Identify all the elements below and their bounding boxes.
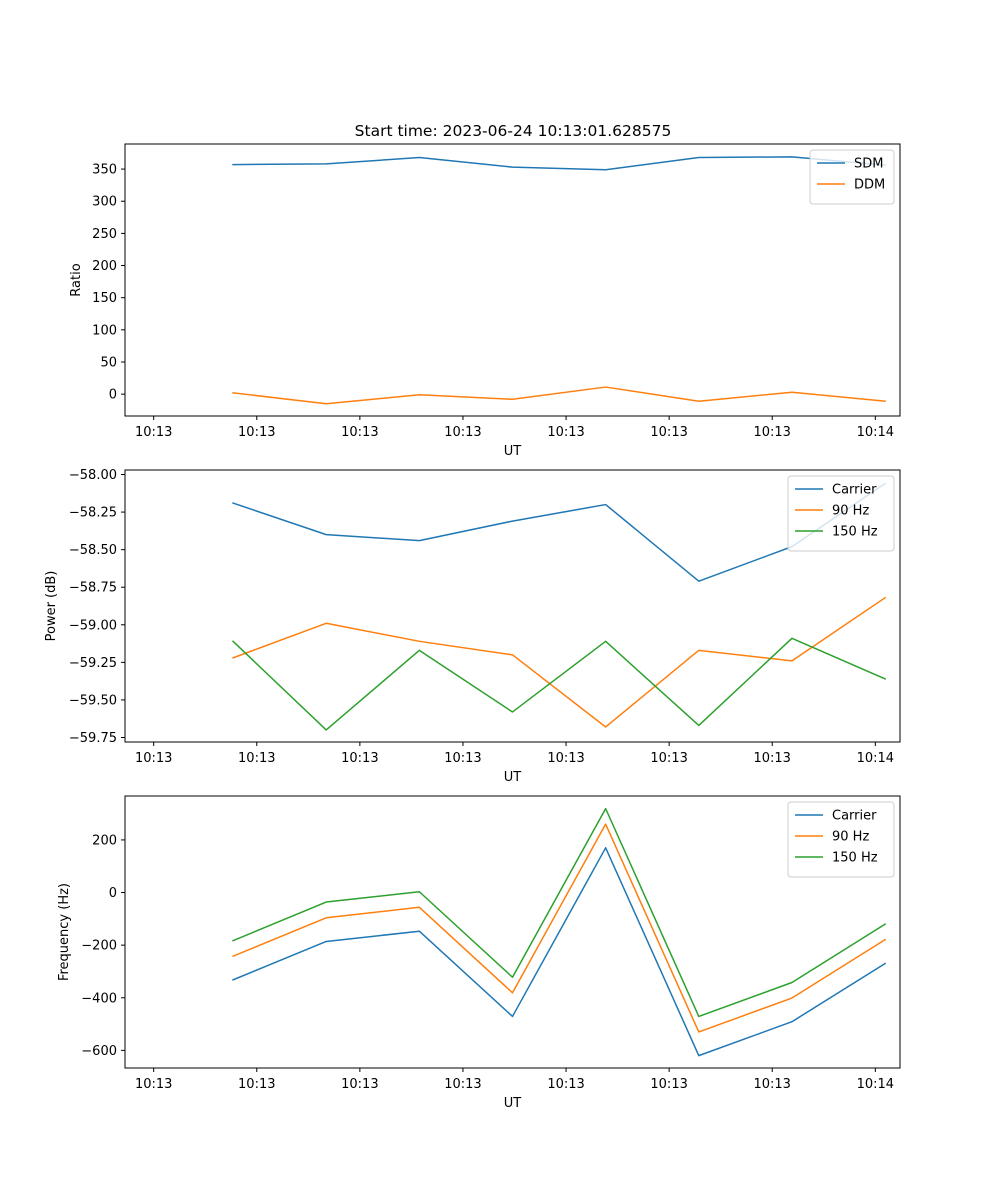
chart-panel-1: 10:13 10:13 10:13 10:13 10:13 10:13 10:13 10:14… [69, 143, 901, 459]
legend: Carrier 90 Hz 150 Hz [787, 801, 895, 878]
y-tick-label: 150 [92, 291, 117, 306]
chart-panel-2: 10:13 10:13 10:13 10:13 10:13 10:13 10:13 10:14… [44, 468, 901, 785]
legend-label: Carrier [832, 483, 877, 498]
y-tick-label: 250 [92, 227, 117, 242]
legend-box [787, 475, 895, 552]
y-tick-label: −59.00 [69, 618, 117, 633]
series-line-carrier [232, 847, 887, 1057]
x-tick-label: 10:13 [753, 751, 790, 766]
y-axis-label: Ratio [69, 263, 84, 296]
y-tick-label: 0 [109, 388, 117, 403]
y-tick-label: −400 [81, 991, 117, 1006]
x-tick-label: 10:13 [650, 425, 687, 440]
legend-label: 150 Hz [832, 851, 878, 866]
x-tick-label: 10:13 [135, 425, 172, 440]
x-tick-label: 10:13 [238, 751, 275, 766]
y-tick-label: 0 [109, 886, 117, 901]
x-tick-label: 10:14 [857, 751, 894, 766]
x-tick-label: 10:13 [341, 751, 378, 766]
x-tick-label: 10:13 [238, 1077, 275, 1092]
legend-box [787, 801, 895, 878]
y-tick-label: 100 [92, 323, 117, 338]
y-tick-label: −58.50 [69, 543, 117, 558]
legend-label: 90 Hz [832, 504, 869, 519]
y-tick-label: −58.00 [69, 468, 117, 483]
plot-area-frame [124, 795, 901, 1069]
y-tick-label: 200 [92, 259, 117, 274]
y-tick-label: −58.75 [69, 581, 117, 596]
y-tick-label: −200 [81, 939, 117, 954]
series-line-90-hz [232, 596, 887, 728]
chart-panels: 10:13 10:13 10:13 10:13 10:13 10:13 10:13 10:14… [44, 143, 901, 1111]
x-axis-label: UT [504, 1096, 522, 1111]
legend: SDM DDM [809, 149, 895, 205]
legend: Carrier 90 Hz 150 Hz [787, 475, 895, 552]
legend-label: Carrier [832, 809, 877, 824]
x-tick-label: 10:13 [753, 425, 790, 440]
chart-panel-3: 10:13 10:13 10:13 10:13 10:13 10:13 10:13 10:14… [57, 795, 901, 1111]
y-tick-label: 350 [92, 163, 117, 178]
y-tick-label: −58.25 [69, 506, 117, 521]
y-tick-label: 200 [92, 833, 117, 848]
x-tick-label: 10:13 [135, 1077, 172, 1092]
y-tick-label: −59.50 [69, 693, 117, 708]
x-tick-label: 10:13 [341, 1077, 378, 1092]
x-tick-label: 10:13 [341, 425, 378, 440]
series-line-150-hz [231, 637, 887, 731]
y-tick-label: 300 [92, 195, 117, 210]
x-tick-label: 10:13 [547, 425, 584, 440]
y-tick-label: −600 [81, 1044, 117, 1059]
x-tick-label: 10:13 [650, 1077, 687, 1092]
series-line-carrier [232, 482, 887, 582]
x-tick-label: 10:13 [238, 425, 275, 440]
legend-label: 150 Hz [832, 525, 878, 540]
x-axis-label: UT [504, 770, 522, 785]
y-axis-label: Frequency (Hz) [57, 883, 72, 981]
x-tick-label: 10:13 [135, 751, 172, 766]
legend-label: SDM [854, 157, 883, 172]
legend-label: DDM [854, 178, 885, 193]
figure-title: Start time: 2023-06-24 10:13:01.628575 [355, 122, 672, 140]
series-line-ddm [232, 386, 886, 405]
legend-label: 90 Hz [832, 830, 869, 845]
x-tick-label: 10:13 [650, 751, 687, 766]
x-tick-label: 10:13 [444, 425, 481, 440]
y-axis-label: Power (dB) [44, 571, 59, 642]
x-tick-label: 10:13 [547, 1077, 584, 1092]
y-tick-label: −59.75 [69, 731, 117, 746]
plot-area-frame [124, 469, 901, 743]
x-tick-label: 10:13 [444, 1077, 481, 1092]
y-tick-label: −59.25 [69, 656, 117, 671]
x-tick-label: 10:13 [753, 1077, 790, 1092]
series-line-150-hz [232, 807, 887, 1018]
x-tick-label: 10:14 [857, 1077, 894, 1092]
x-tick-label: 10:13 [444, 751, 481, 766]
x-axis-label: UT [504, 444, 522, 459]
y-tick-label: 50 [100, 355, 117, 370]
series-line-sdm [232, 156, 886, 171]
series-line-90-hz [232, 823, 887, 1033]
plot-area-frame [124, 143, 901, 417]
x-tick-label: 10:13 [547, 751, 584, 766]
x-tick-label: 10:14 [857, 425, 894, 440]
